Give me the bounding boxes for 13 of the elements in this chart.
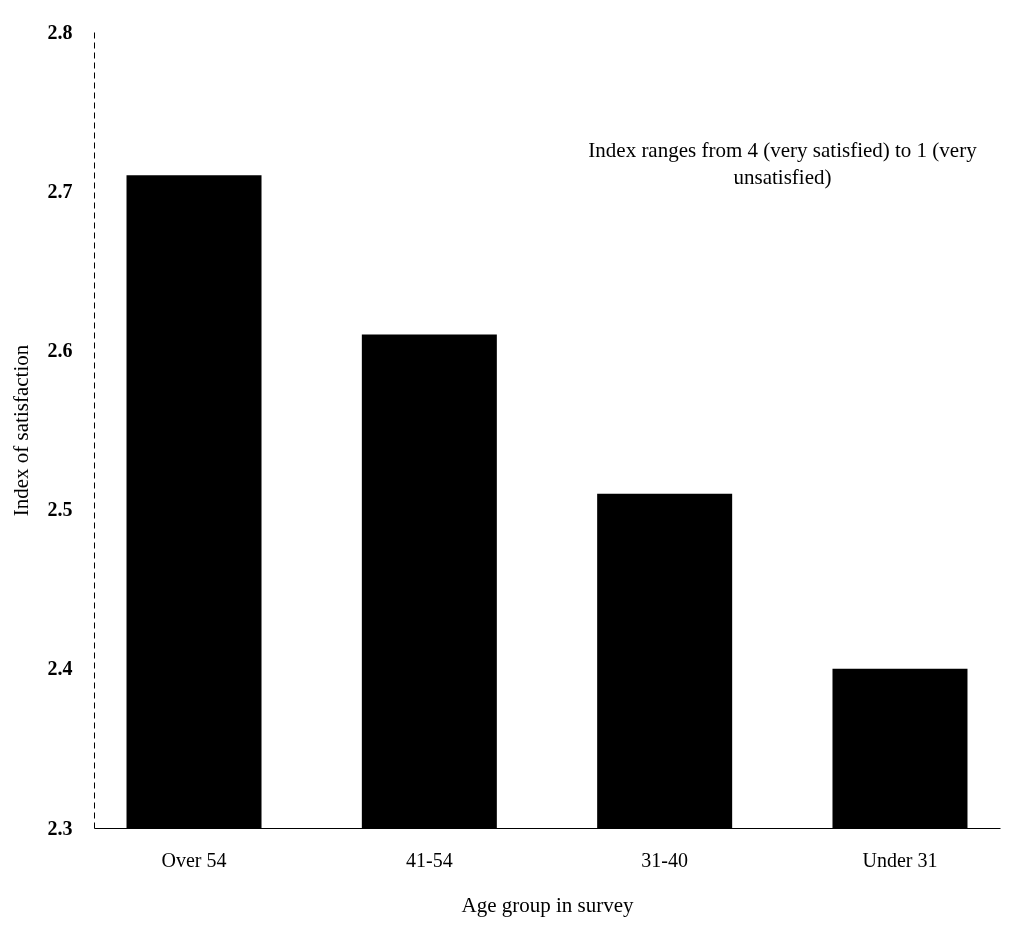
x-tick-label: 41-54 [406, 848, 453, 871]
y-tick-label: 2.3 [47, 816, 73, 839]
y-axis-title: Index of satisfaction [8, 344, 33, 517]
x-tick-label: Under 31 [862, 848, 938, 871]
y-tick-label: 2.4 [47, 657, 73, 680]
y-tick-label: 2.5 [47, 498, 73, 521]
y-tick-label: 2.8 [47, 20, 73, 43]
x-tick-label: Over 54 [161, 848, 227, 871]
y-tick-label: 2.6 [47, 338, 73, 361]
annotation: Index ranges from 4 (very satisfied) to 1 (very unsatisfied) [587, 136, 978, 191]
y-tick-label: 2.7 [47, 179, 73, 202]
x-axis-title: Age group in survey [461, 892, 635, 917]
x-tick-label: 31-40 [641, 848, 688, 871]
